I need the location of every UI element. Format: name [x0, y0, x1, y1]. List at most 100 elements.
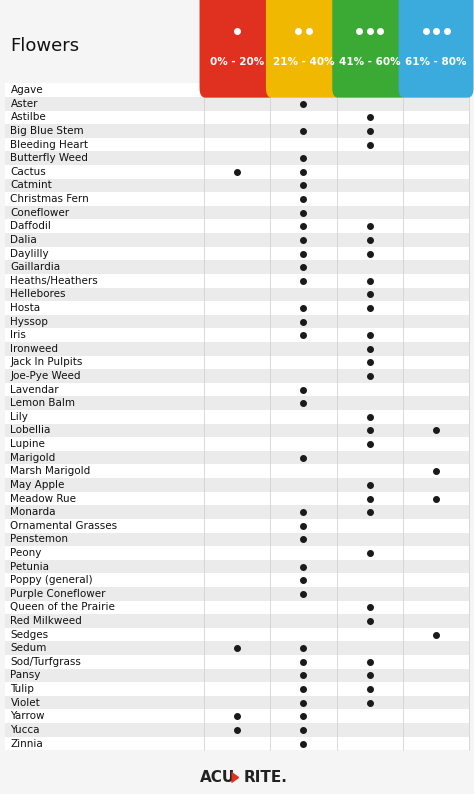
Text: Marsh Marigold: Marsh Marigold: [10, 466, 91, 476]
Text: Purple Coneflower: Purple Coneflower: [10, 589, 106, 599]
Bar: [5, 356, 469, 369]
Bar: [5, 369, 469, 383]
Text: Joe-Pye Weed: Joe-Pye Weed: [10, 371, 81, 381]
Bar: [5, 642, 469, 655]
Text: Lobellia: Lobellia: [10, 426, 51, 435]
Bar: [5, 505, 469, 519]
Text: Red Milkweed: Red Milkweed: [10, 616, 82, 626]
Text: Sedum: Sedum: [10, 643, 47, 653]
FancyBboxPatch shape: [399, 0, 474, 98]
Bar: [5, 464, 469, 478]
Bar: [5, 615, 469, 628]
FancyBboxPatch shape: [200, 0, 274, 98]
Bar: [5, 491, 469, 505]
Text: Jack In Pulpits: Jack In Pulpits: [10, 357, 83, 368]
Text: Monarda: Monarda: [10, 507, 56, 517]
Bar: [5, 219, 469, 233]
Text: Peony: Peony: [10, 548, 42, 558]
Bar: [5, 165, 469, 179]
Bar: [5, 587, 469, 600]
Text: Flowers: Flowers: [10, 37, 80, 55]
Text: Hyssop: Hyssop: [10, 317, 48, 326]
Text: Poppy (general): Poppy (general): [10, 575, 93, 585]
Text: Iris: Iris: [10, 330, 26, 340]
Bar: [5, 655, 469, 669]
FancyBboxPatch shape: [266, 0, 341, 98]
Text: Petunia: Petunia: [10, 561, 49, 572]
Bar: [5, 329, 469, 342]
Text: Sod/Turfgrass: Sod/Turfgrass: [10, 657, 82, 667]
Text: Catmint: Catmint: [10, 180, 52, 191]
Text: Agave: Agave: [10, 85, 43, 95]
Text: Violet: Violet: [10, 698, 40, 707]
Bar: [5, 682, 469, 696]
Text: Aster: Aster: [10, 98, 38, 109]
Text: Christmas Fern: Christmas Fern: [10, 194, 89, 204]
Text: Ironweed: Ironweed: [10, 344, 58, 354]
Text: Daylilly: Daylilly: [10, 249, 49, 259]
Text: Lily: Lily: [10, 412, 28, 422]
FancyBboxPatch shape: [332, 0, 407, 98]
Bar: [5, 179, 469, 192]
Bar: [5, 396, 469, 410]
Text: Penstemon: Penstemon: [10, 534, 68, 545]
Bar: [5, 83, 469, 97]
Text: Cactus: Cactus: [10, 167, 46, 177]
Text: Hellebores: Hellebores: [10, 289, 66, 299]
Bar: [5, 519, 469, 533]
Bar: [5, 628, 469, 642]
Bar: [5, 437, 469, 451]
Text: 0% - 20%: 0% - 20%: [210, 57, 264, 67]
Text: Astilbe: Astilbe: [10, 113, 46, 122]
Text: Tulip: Tulip: [10, 684, 34, 694]
Bar: [5, 383, 469, 396]
Text: Marigold: Marigold: [10, 453, 55, 463]
Bar: [5, 301, 469, 314]
Text: Yucca: Yucca: [10, 725, 40, 735]
Text: Daffodil: Daffodil: [10, 222, 51, 231]
Text: 41% - 60%: 41% - 60%: [339, 57, 401, 67]
Text: 61% - 80%: 61% - 80%: [405, 57, 467, 67]
Bar: [5, 600, 469, 615]
Bar: [5, 274, 469, 287]
Text: Bleeding Heart: Bleeding Heart: [10, 140, 89, 149]
Bar: [5, 478, 469, 491]
Text: Dalia: Dalia: [10, 235, 37, 245]
Bar: [5, 669, 469, 682]
Text: Ornamental Grasses: Ornamental Grasses: [10, 521, 118, 530]
Bar: [5, 287, 469, 301]
Bar: [5, 696, 469, 710]
Text: May Apple: May Apple: [10, 480, 65, 490]
Bar: [5, 192, 469, 206]
Bar: [5, 233, 469, 247]
Bar: [5, 573, 469, 587]
Bar: [5, 260, 469, 274]
Text: 21% - 40%: 21% - 40%: [273, 57, 334, 67]
Text: Yarrow: Yarrow: [10, 711, 45, 721]
Text: Coneflower: Coneflower: [10, 208, 70, 218]
Bar: [5, 247, 469, 260]
Bar: [5, 206, 469, 219]
Bar: [5, 723, 469, 737]
Bar: [5, 110, 469, 124]
Text: Gaillardia: Gaillardia: [10, 262, 61, 272]
Bar: [5, 533, 469, 546]
Text: Lavendar: Lavendar: [10, 384, 59, 395]
Text: Meadow Rue: Meadow Rue: [10, 494, 76, 503]
Text: Heaths/Heathers: Heaths/Heathers: [10, 276, 98, 286]
Bar: [5, 710, 469, 723]
Bar: [5, 560, 469, 573]
Bar: [5, 424, 469, 437]
Bar: [5, 97, 469, 110]
Text: Pansy: Pansy: [10, 670, 41, 680]
Text: Big Blue Stem: Big Blue Stem: [10, 126, 84, 136]
Text: Lupine: Lupine: [10, 439, 46, 449]
Bar: [5, 451, 469, 464]
Bar: [5, 138, 469, 152]
Bar: [5, 737, 469, 750]
Text: ACU: ACU: [201, 770, 236, 785]
Text: Lemon Balm: Lemon Balm: [10, 399, 75, 408]
Text: Sedges: Sedges: [10, 630, 48, 640]
Bar: [5, 152, 469, 165]
Text: RITE.: RITE.: [243, 770, 287, 785]
